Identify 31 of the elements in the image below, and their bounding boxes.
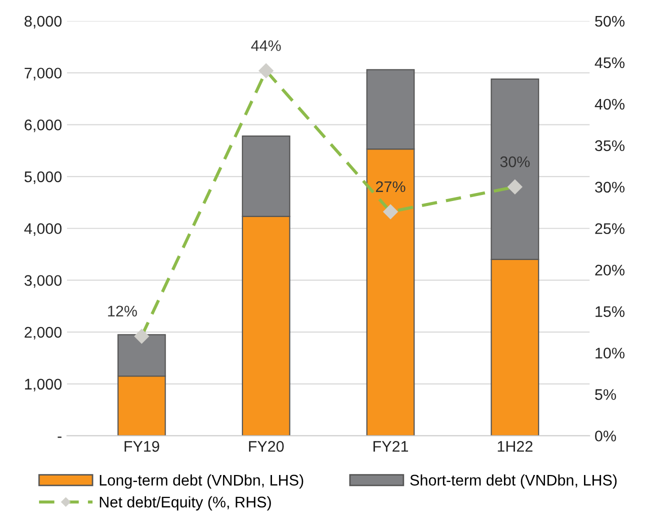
y2-tick-label: 30% [595,182,624,193]
x-tick-label: FY20 [249,441,284,452]
y2-tick-label: 25% [595,223,624,234]
y-tick-label: 3,000 [24,275,62,288]
y-tick-label: 2,000 [24,326,62,340]
legend-label: Net debt/Equity (%, RHS) [100,496,271,511]
y2-tick-label: 20% [595,264,624,276]
data-label: 27% [376,181,406,192]
y2-tick-label: 10% [596,348,624,358]
data-label: 44% [251,40,281,52]
data-label: 12% [108,306,137,316]
y-tick-label: 1,000 [25,378,62,392]
y-tick-label: 6,000 [24,120,62,132]
x-tick-label: FY21 [374,441,408,452]
y2-tick-label: 5% [595,389,616,400]
y-tick-label: 4,000 [24,223,62,236]
y-tick-label: 7,000 [24,68,62,80]
legend-label: Long-term debt (VNDbn, LHS) [100,474,304,489]
y-tick-label: 5,000 [24,171,62,184]
y-tick-label: - [58,436,62,438]
y2-tick-label: 45% [594,57,624,68]
x-tick-label: FY19 [124,441,160,452]
y-tick-label: 8,000 [24,16,62,28]
y2-tick-label: 0% [595,430,616,442]
data-label: 30% [500,156,530,168]
y2-tick-label: 15% [596,306,624,318]
y2-tick-label: 40% [594,98,624,110]
x-tick-label: 1H22 [498,441,532,452]
y2-tick-label: 50% [595,16,624,27]
legend-label: Short-term debt (VNDbn, LHS) [410,474,617,489]
y2-tick-label: 35% [595,140,624,152]
